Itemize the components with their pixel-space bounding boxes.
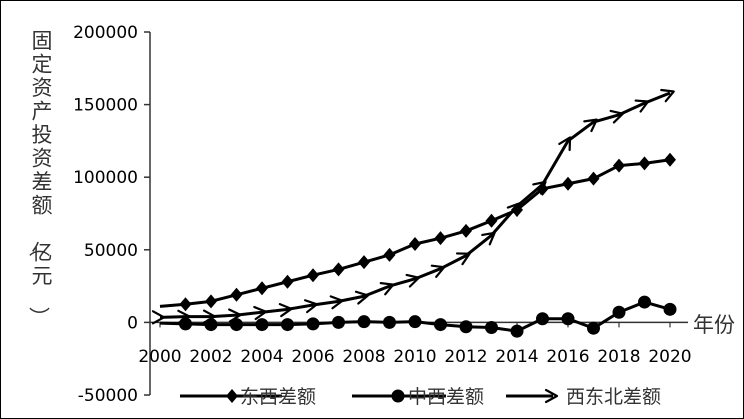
y-tick-label: 0: [127, 313, 138, 333]
data-point-arrow: [278, 303, 293, 318]
data-point-circle: [663, 302, 677, 316]
data-point-circle: [408, 315, 422, 329]
y-axis: 200000 150000 100000 50000 0 -50000: [73, 23, 151, 406]
data-point-diamond: [332, 262, 345, 277]
data-point-circle: [510, 324, 524, 338]
data-point-diamond: [613, 158, 625, 173]
data-point-arrow: [379, 282, 395, 296]
data-point-circle: [638, 295, 651, 309]
data-point-arrow: [634, 99, 650, 113]
series-3: [151, 88, 675, 325]
data-point-circle: [230, 318, 243, 332]
data-point-diamond: [638, 156, 651, 171]
data-point-circle: [561, 312, 575, 326]
legend-item: 东西差额: [180, 386, 316, 408]
data-point-diamond: [409, 236, 421, 251]
legend-item: 中西差额: [352, 386, 484, 408]
data-point-arrow: [405, 273, 420, 288]
x-axis-label: 年份: [693, 313, 735, 337]
data-point-diamond: [358, 255, 370, 270]
data-point-arrow: [544, 388, 559, 404]
legend-label: 西东北差额: [566, 386, 661, 408]
data-point-diamond: [226, 389, 238, 403]
data-point-arrow: [151, 310, 166, 325]
data-point-arrow: [532, 180, 547, 195]
data-point-diamond: [179, 297, 192, 312]
data-point-circle: [587, 321, 600, 335]
legend-label: 中西差额: [408, 386, 484, 408]
data-point-arrow: [329, 295, 344, 310]
data-point-circle: [281, 318, 294, 332]
data-point-arrow: [253, 305, 268, 321]
x-tick-label: 2002: [189, 347, 232, 367]
data-point-circle: [332, 315, 345, 329]
data-point-arrow: [506, 202, 521, 217]
data-point-circle: [612, 305, 626, 319]
data-point-diamond: [587, 171, 600, 186]
x-tick-label: 2010: [393, 347, 436, 367]
data-point-arrow: [202, 309, 217, 324]
x-tick-label: 2006: [291, 347, 334, 367]
data-point-arrow: [177, 309, 191, 324]
data-point-diamond: [485, 213, 498, 228]
data-point-arrow: [228, 308, 242, 323]
data-point-circle: [255, 318, 269, 332]
data-point-diamond: [434, 231, 447, 246]
data-point-arrow: [609, 109, 624, 124]
data-point-diamond: [256, 281, 268, 296]
y-tick-label: 150000: [73, 96, 138, 116]
x-tick-label: 2012: [444, 347, 487, 367]
x-tick-label: 2014: [495, 347, 538, 367]
data-point-arrow: [430, 264, 446, 278]
legend-label: 东西差额: [240, 386, 316, 408]
data-point-circle: [459, 320, 473, 334]
series-1: [159, 152, 676, 312]
data-point-diamond: [205, 294, 217, 309]
data-point-arrow: [660, 88, 675, 103]
x-tick-label: 2016: [546, 347, 589, 367]
data-point-diamond: [562, 176, 574, 191]
series-line: [159, 91, 671, 319]
data-point-diamond: [230, 287, 243, 302]
series-layer: [151, 88, 677, 338]
data-point-diamond: [383, 247, 396, 262]
y-axis-label: 固定资产投资差额（亿元）: [27, 29, 53, 328]
y-tick-label: 100000: [73, 168, 138, 188]
legend-item: 西东北差额: [506, 386, 661, 408]
data-point-circle: [357, 315, 371, 329]
data-point-arrow: [558, 136, 572, 152]
y-tick-label: -50000: [78, 386, 138, 406]
data-point-circle: [306, 317, 320, 331]
y-tick-label: 200000: [73, 23, 138, 43]
x-tick-label: 2008: [342, 347, 385, 367]
data-point-circle: [536, 312, 549, 326]
data-point-arrow: [583, 118, 598, 133]
data-point-diamond: [281, 274, 294, 289]
data-point-diamond: [460, 223, 472, 238]
x-tick-label: 2020: [648, 347, 691, 367]
data-point-arrow: [303, 299, 319, 314]
data-point-circle: [391, 389, 405, 403]
data-point-circle: [434, 318, 447, 332]
data-point-arrow: [354, 290, 370, 305]
legend: 东西差额 中西差额 西东北差额: [180, 386, 661, 408]
data-point-diamond: [664, 152, 676, 167]
data-point-circle: [485, 320, 498, 334]
x-axis: 2000 2002 2004 2006 2008 2010 2012 2014 2016 2018…: [138, 321, 692, 367]
data-point-arrow: [481, 231, 496, 246]
data-point-arrow: [455, 252, 471, 266]
y-tick-label: 50000: [84, 241, 138, 261]
data-point-diamond: [307, 268, 319, 283]
x-tick-label: 2004: [240, 347, 283, 367]
x-tick-label: 2000: [138, 347, 181, 367]
x-tick-label: 2018: [597, 347, 640, 367]
data-point-circle: [383, 315, 396, 329]
